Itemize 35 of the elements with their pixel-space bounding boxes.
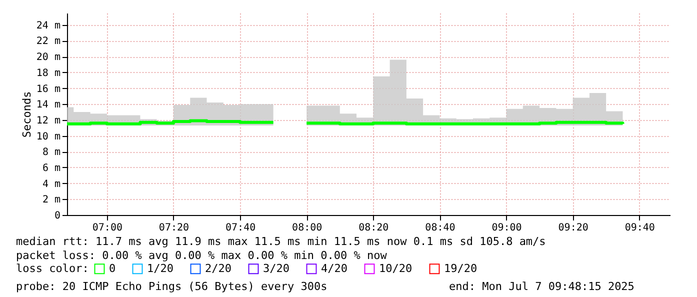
y-tick-label: 6 m [42,162,60,174]
x-tick-label: 08:00 [292,222,322,234]
y-tick-label: 22 m [36,36,60,48]
x-tick-label: 07:20 [158,222,190,234]
legend-label: 4/20 [321,262,348,275]
legend-label: 3/20 [263,262,290,275]
x-tick-label: 09:20 [558,222,588,234]
text: probe: 20 ICMP Echo Pings (56 Bytes) every 300s [16,280,328,293]
legend-label: 1/20 [147,262,174,275]
text: median rtt: 11.7 ms avg 11.9 ms max 11.5 ms min 11.5 ms now 0.1 ms sd 105.8 am/s [16,235,546,248]
x-tick-label: 07:00 [92,222,122,234]
y-tick-label: 18 m [36,68,60,79]
legend-title: loss color: [16,262,89,275]
y-tick-label: 2 m [42,194,60,206]
y-tick-label: 20 m [36,52,60,64]
legend-label: 10/20 [379,262,412,275]
y-tick-label: 14 m [36,100,60,111]
y-tick-label: 10 m [36,131,60,142]
y-tick-label: 16 m [36,84,60,95]
legend-label: 19/20 [444,262,478,275]
y-tick-label: 0 [54,210,60,222]
legend-label: 0 [109,262,116,275]
legend-label: 2/20 [205,262,232,275]
x-tick-label: 09:00 [492,222,522,234]
y-tick-label: 8 m [42,147,60,158]
x-tick-label: 08:20 [358,222,389,234]
y-tick-label: 4 m [42,178,60,190]
y-tick-label: 24 m [36,20,60,32]
y-tick-label: 12 m [36,115,60,126]
x-tick-label: 07:40 [226,222,256,234]
x-tick-label: 08:40 [425,222,456,234]
text: end: Mon Jul 7 09:48:15 2025 [449,280,634,293]
y-axis-title: Seconds [20,91,34,138]
x-tick-label: 09:40 [624,222,655,234]
text: packet loss: 0.00 % avg 0.00 % max 0.00 % min 0.00 % now [16,249,388,262]
